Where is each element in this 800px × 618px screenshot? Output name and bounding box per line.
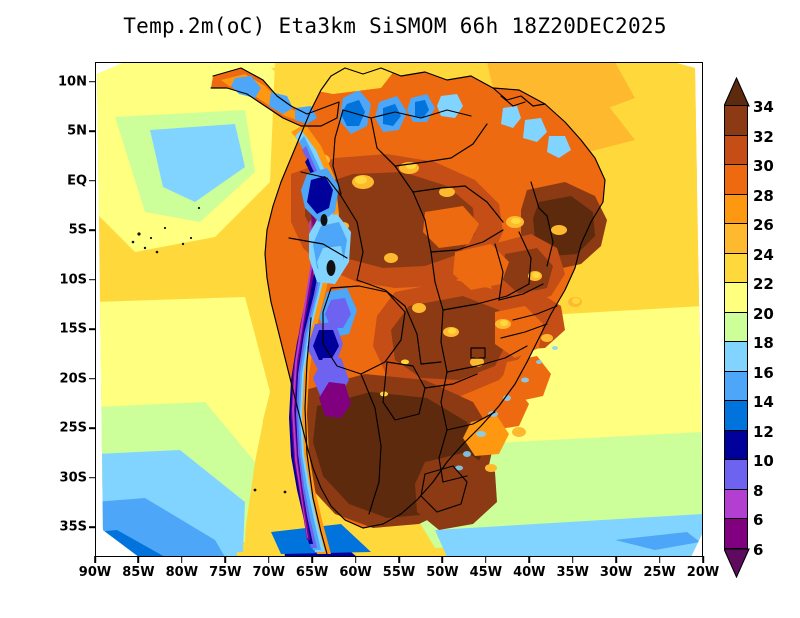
x-tick-mark [354, 556, 357, 563]
x-tick-mark [137, 556, 140, 563]
x-tick-label: 85W [122, 565, 155, 580]
colorbar-tick-label: 6 [753, 511, 764, 530]
colorbar-segment [724, 370, 748, 402]
x-tick-mark [571, 556, 574, 563]
y-tick-mark [89, 378, 96, 380]
colorbar: 34 32 30 28 26 24 22 20 18 16 14 12 10 8 6 6 [720, 62, 800, 578]
y-tick-label: 15S [59, 321, 87, 337]
y-tick-label: EQ [67, 173, 87, 189]
colorbar-segment [724, 400, 748, 431]
x-tick-mark [702, 556, 704, 563]
country-borders [210, 67, 606, 555]
colorbar-tick-label: 28 [753, 186, 774, 205]
colorbar-tick-label: 14 [753, 393, 774, 412]
colorbar-segment [724, 193, 748, 225]
x-tick-label: 30W [599, 565, 633, 580]
colorbar-tick-label: 20 [753, 304, 774, 323]
x-tick-label: 65W [295, 565, 329, 580]
colorbar-tick-label: 10 [753, 452, 774, 471]
colorbar-segment [724, 341, 748, 372]
colorbar-tick-label: 16 [753, 363, 774, 382]
y-tick-mark [89, 229, 96, 232]
colorbar-segment [724, 429, 748, 461]
x-tick-label: 60W [339, 565, 372, 580]
y-tick-label: 10N [58, 74, 87, 90]
x-tick-mark [441, 556, 444, 563]
colorbar-segment [724, 459, 748, 491]
colorbar-tick-label: 6 [753, 541, 764, 559]
y-tick-label: 5N [67, 123, 87, 139]
x-tick-label: 40W [513, 565, 546, 580]
colorbar-segment [724, 252, 748, 284]
colorbar-tick-label: 30 [753, 157, 774, 176]
island-dots [131, 206, 287, 494]
x-tick-label: 90W [78, 565, 112, 580]
colorbar-segment [724, 164, 748, 195]
y-tick-mark [89, 328, 96, 331]
colorbar-segment [724, 311, 748, 343]
colorbar-segment [724, 223, 748, 254]
colorbar-tick-label: 24 [753, 245, 774, 264]
x-tick-mark [94, 556, 96, 563]
temperature-field [95, 62, 703, 557]
colorbar-tick-label: 18 [753, 334, 774, 353]
x-tick-mark [267, 556, 270, 563]
x-tick-mark [485, 556, 487, 563]
colorbar-under-arrow [724, 548, 750, 578]
y-tick-mark [89, 130, 96, 133]
x-tick-mark [224, 556, 227, 563]
x-tick-label: 75W [209, 565, 242, 580]
x-tick-mark [181, 556, 183, 563]
y-tick-mark [89, 526, 96, 529]
map-plot-area [95, 62, 703, 557]
y-tick-label: 10S [59, 272, 87, 288]
y-tick-mark [89, 427, 96, 430]
x-tick-label: 35W [556, 565, 589, 580]
y-tick-mark [89, 180, 96, 182]
x-tick-mark [311, 556, 313, 563]
y-tick-label: 25S [59, 420, 87, 436]
colorbar-tick-label: 8 [753, 481, 764, 500]
colorbar-tick-label: 34 [753, 98, 774, 116]
colorbar-over-arrow [724, 77, 750, 107]
y-tick-label: 30S [59, 470, 87, 486]
colorbar-tick-label: 32 [753, 127, 774, 146]
y-tick-mark [89, 81, 96, 83]
x-tick-mark [528, 556, 531, 563]
colorbar-segment [724, 134, 748, 166]
colorbar-segment [724, 488, 748, 520]
y-tick-mark [89, 279, 96, 281]
colorbar-tick-label: 12 [753, 422, 774, 441]
x-tick-label: 70W [252, 565, 285, 580]
x-tick-label: 50W [426, 565, 459, 580]
y-tick-label: 35S [59, 519, 87, 535]
colorbar-segment [724, 518, 748, 550]
colorbar-segment [724, 282, 748, 313]
y-tick-label: 20S [59, 371, 87, 387]
x-tick-label: 55W [382, 565, 416, 580]
figure-title: Temp.2m(oC) Eta3km SiSMOM 66h 18Z20DEC20… [123, 14, 667, 38]
x-tick-mark [615, 556, 617, 563]
colorbar-tick-label: 22 [753, 275, 774, 294]
x-tick-label: 80W [165, 565, 199, 580]
y-tick-label: 5S [68, 222, 87, 238]
x-tick-mark [658, 556, 661, 563]
x-tick-label: 20W [686, 565, 720, 580]
x-tick-label: 45W [469, 565, 503, 580]
colorbar-segment [724, 105, 748, 136]
x-tick-mark [398, 556, 400, 563]
x-tick-label: 25W [643, 565, 676, 580]
colorbar-tick-label: 26 [753, 216, 774, 235]
y-tick-mark [89, 477, 96, 479]
